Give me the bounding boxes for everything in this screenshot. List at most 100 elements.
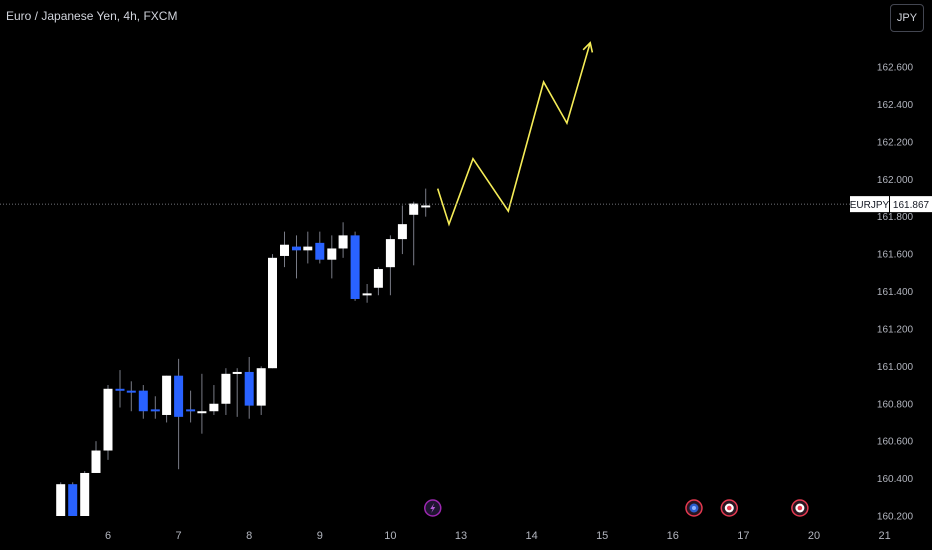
lightning-icon[interactable] xyxy=(424,499,442,517)
x-tick-label: 8 xyxy=(246,530,252,542)
cog-event-icon[interactable] xyxy=(685,499,703,517)
candle xyxy=(315,231,325,264)
candle-body xyxy=(186,409,196,412)
candle-body xyxy=(80,472,90,516)
candle xyxy=(244,356,254,419)
candle-body xyxy=(350,235,360,299)
x-tick-label: 9 xyxy=(317,530,323,542)
candle xyxy=(197,373,207,434)
candle-body xyxy=(303,246,313,251)
candle-body xyxy=(115,388,125,391)
x-tick-label: 20 xyxy=(808,530,820,542)
candle-body xyxy=(68,484,78,516)
projection-path xyxy=(436,42,591,227)
candle xyxy=(80,471,90,516)
candle xyxy=(162,375,172,423)
x-tick-label: 10 xyxy=(384,530,396,542)
candle xyxy=(91,441,101,473)
projection-arrowhead xyxy=(582,41,594,53)
candle xyxy=(56,482,66,516)
y-tick-label: 160.200 xyxy=(877,512,914,523)
candle xyxy=(362,284,372,303)
candle xyxy=(232,368,242,417)
candle-body xyxy=(138,390,148,412)
event-center xyxy=(797,505,803,511)
y-tick-label: 161.400 xyxy=(877,287,914,298)
candle-body xyxy=(150,409,160,412)
x-tick-label: 15 xyxy=(596,530,608,542)
candle xyxy=(150,396,160,419)
candle xyxy=(174,358,184,470)
event-center xyxy=(691,506,696,510)
candle-body xyxy=(56,484,66,516)
candle-body xyxy=(327,248,337,260)
candle-body xyxy=(385,239,395,268)
candle xyxy=(373,267,383,296)
candle xyxy=(385,235,395,296)
candle xyxy=(186,390,196,423)
candle-body xyxy=(362,293,372,296)
symbol-label: EURJPY xyxy=(850,200,890,211)
candle-body xyxy=(162,375,172,415)
candle-body xyxy=(280,244,289,256)
x-tick-label: 16 xyxy=(667,530,679,542)
x-tick-label: 17 xyxy=(737,530,749,542)
y-tick-label: 162.600 xyxy=(877,63,914,74)
y-tick-label: 161.800 xyxy=(877,212,914,223)
candle-body xyxy=(373,269,383,288)
y-tick-label: 160.600 xyxy=(877,437,914,448)
candle-body xyxy=(209,403,219,412)
candle xyxy=(209,385,219,415)
candle xyxy=(397,205,407,255)
y-tick-label: 162.000 xyxy=(877,175,914,186)
candle xyxy=(103,385,113,460)
candle xyxy=(280,231,289,268)
candle xyxy=(115,370,125,408)
event-center xyxy=(726,505,732,511)
bolt-shape xyxy=(430,503,436,513)
y-tick-label: 162.200 xyxy=(877,137,914,148)
candle-body xyxy=(91,450,101,473)
y-tick-label: 160.400 xyxy=(877,474,914,485)
candle-body xyxy=(221,373,231,404)
candle xyxy=(126,381,136,412)
candle-body xyxy=(421,205,431,208)
y-tick-label: 160.800 xyxy=(877,399,914,410)
x-tick-label: 14 xyxy=(525,530,537,542)
candle-body xyxy=(256,368,266,406)
candle xyxy=(350,231,360,301)
candle xyxy=(267,254,277,369)
candle xyxy=(256,366,266,415)
currency-button[interactable]: JPY xyxy=(890,4,924,32)
candle-body xyxy=(174,375,184,417)
candle-body xyxy=(197,411,207,414)
y-tick-label: 162.400 xyxy=(877,100,914,111)
candle-body xyxy=(315,242,325,260)
candle-body xyxy=(244,371,254,406)
y-tick-label: 161.200 xyxy=(877,324,914,335)
chart-title: Euro / Japanese Yen, 4h, FXCM xyxy=(6,9,178,23)
candle xyxy=(421,188,431,217)
x-tick-label: 13 xyxy=(455,530,467,542)
target-event-icon[interactable] xyxy=(791,499,809,517)
candle xyxy=(327,235,337,279)
x-tick-label: 6 xyxy=(105,530,111,542)
candle-body xyxy=(338,235,348,249)
candle xyxy=(68,482,78,516)
candle-body xyxy=(409,203,419,215)
candle-body xyxy=(126,390,136,393)
candle xyxy=(338,222,348,258)
target-event-icon[interactable] xyxy=(720,499,739,517)
candle xyxy=(138,385,148,419)
candle-body xyxy=(397,224,407,240)
symbol-tag xyxy=(850,196,889,213)
candle-body xyxy=(232,371,242,374)
x-tick-label: 7 xyxy=(176,530,182,542)
candle xyxy=(409,201,419,266)
price-label: 161.867 xyxy=(893,200,930,211)
y-tick-label: 161.600 xyxy=(877,250,914,261)
y-tick-label: 161.000 xyxy=(877,362,914,373)
candle-body xyxy=(292,246,302,251)
candle xyxy=(292,235,302,279)
